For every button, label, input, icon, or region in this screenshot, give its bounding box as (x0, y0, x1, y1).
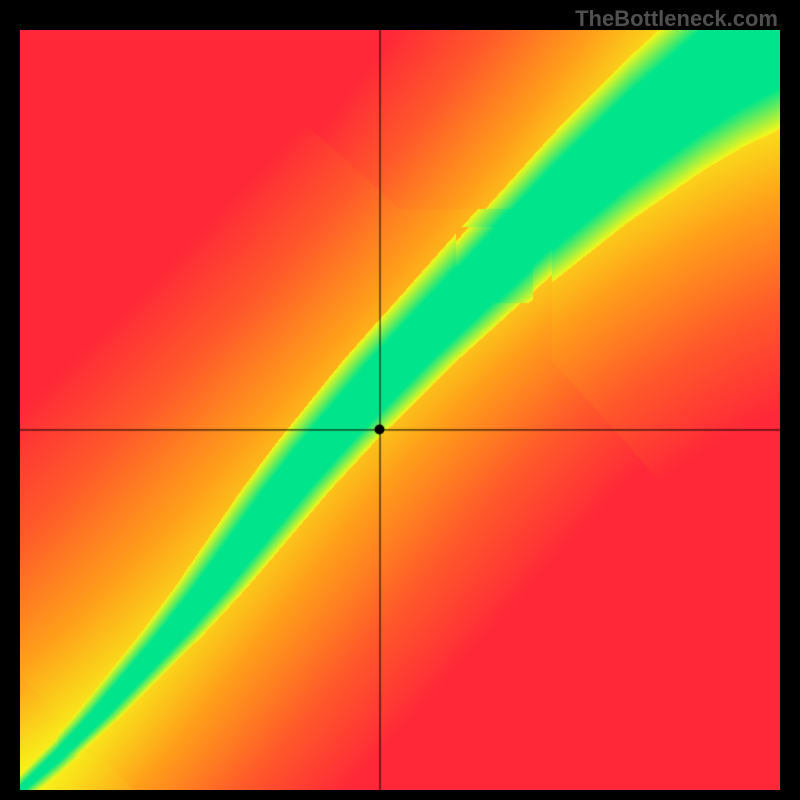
plot-area (20, 30, 780, 790)
watermark-text: TheBottleneck.com (575, 6, 778, 32)
chart-container: TheBottleneck.com (0, 0, 800, 800)
heatmap-canvas (20, 30, 780, 790)
